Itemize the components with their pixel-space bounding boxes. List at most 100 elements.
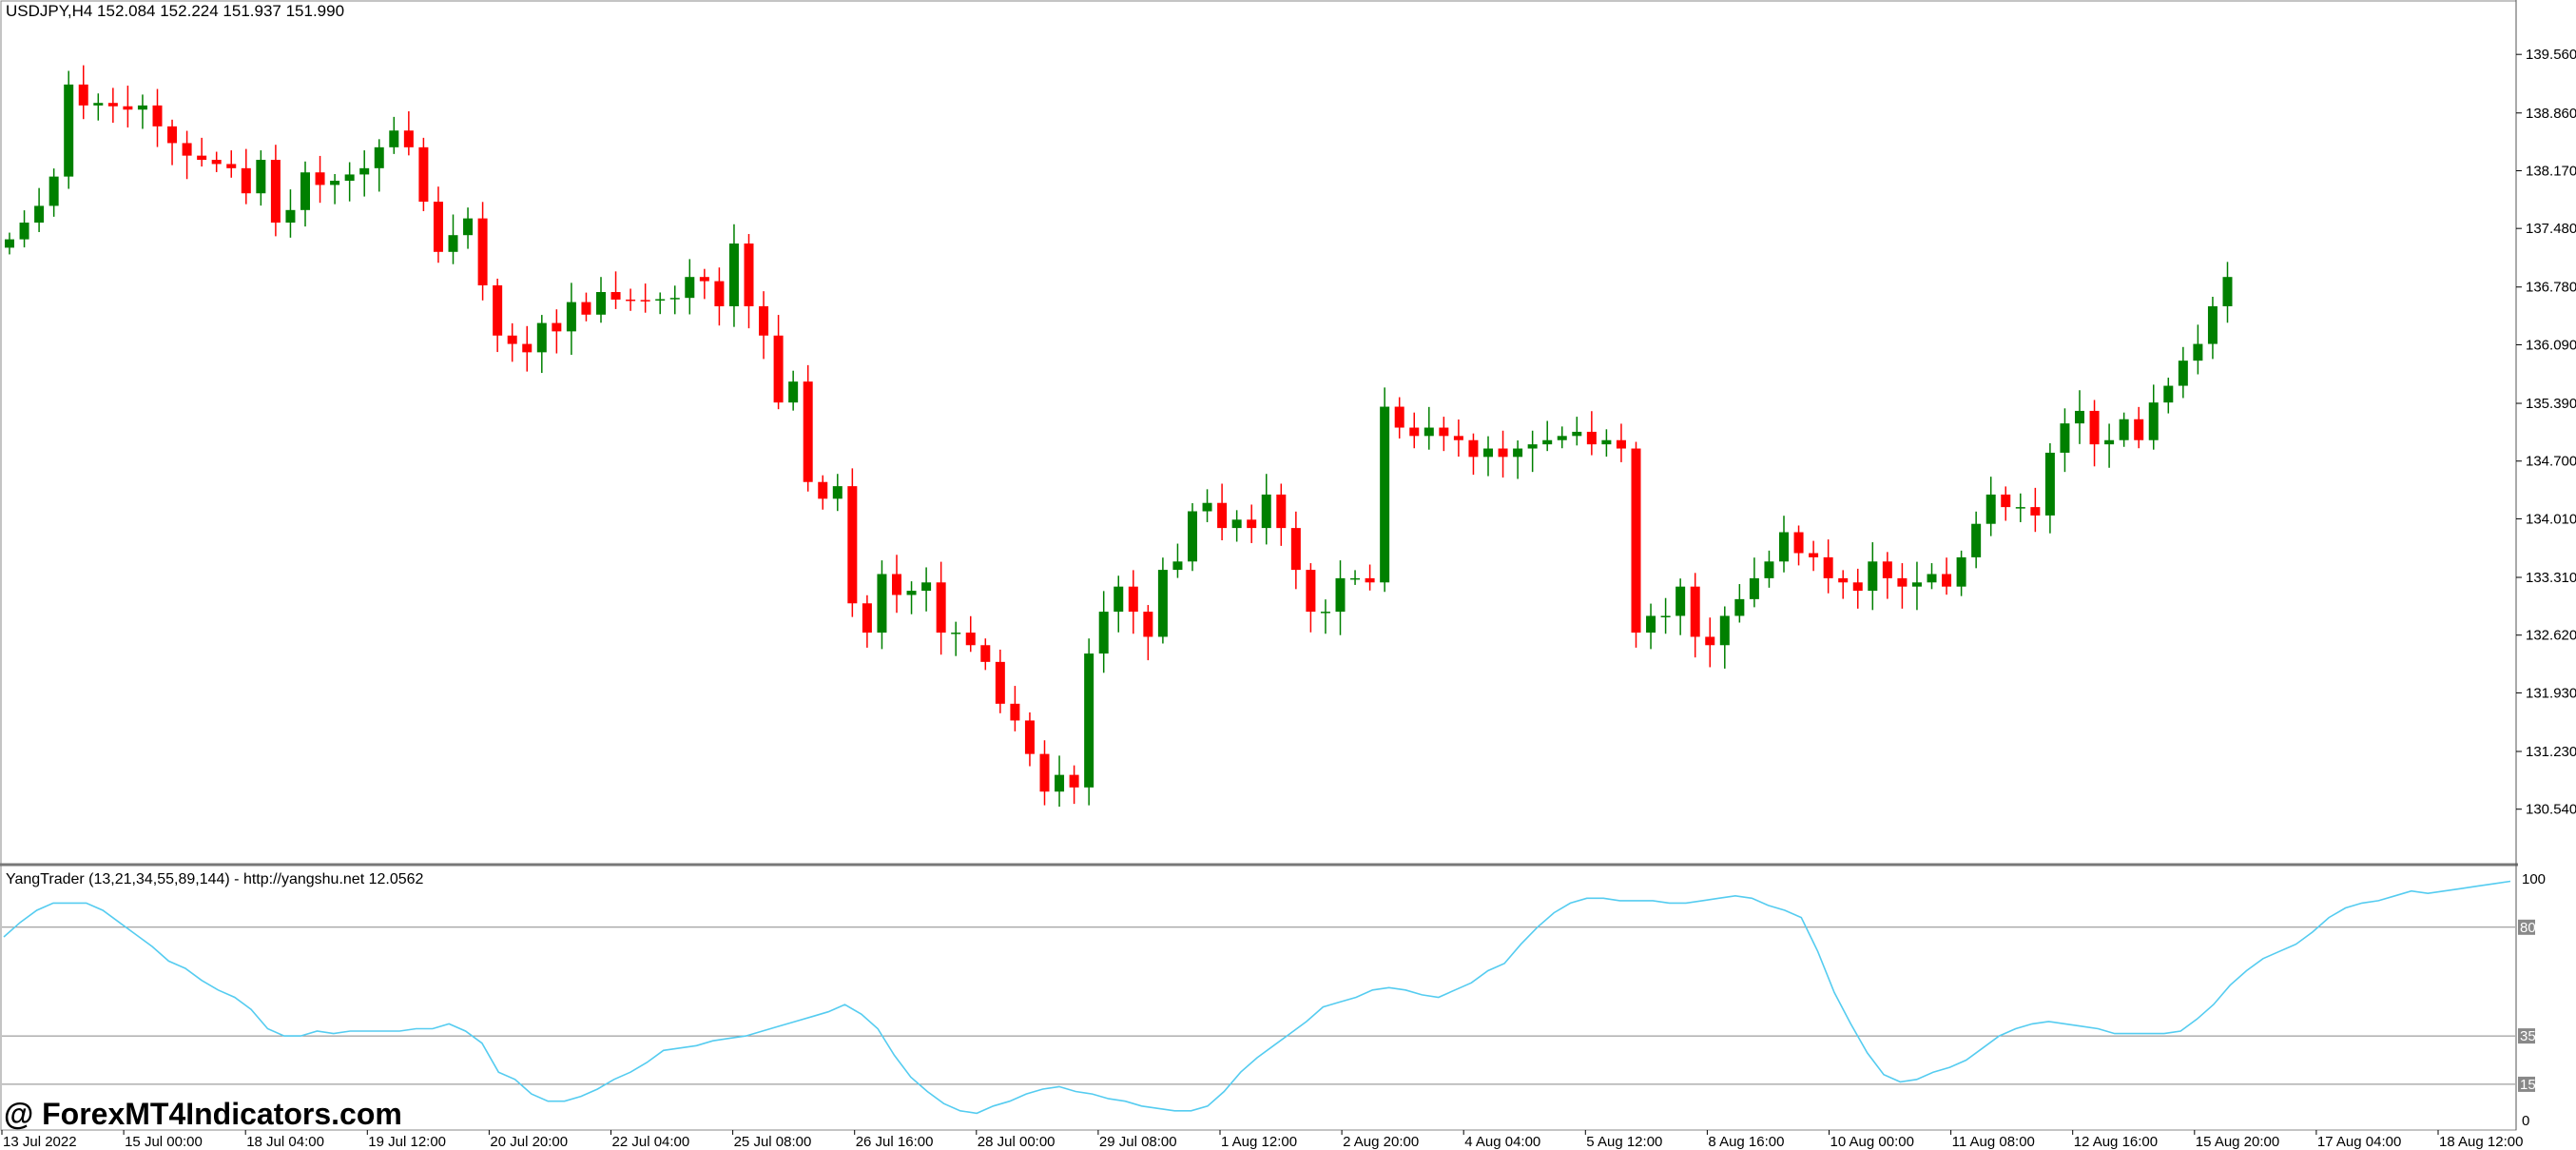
price-tick-label: 132.620 bbox=[2526, 628, 2576, 644]
time-tick-label: 1 Aug 12:00 bbox=[1221, 1134, 1297, 1150]
time-tick-label: 22 Jul 04:00 bbox=[612, 1134, 690, 1150]
bear-candle bbox=[744, 244, 754, 306]
bear-candle bbox=[699, 277, 709, 282]
bear-candle bbox=[1690, 586, 1700, 637]
time-tick-label: 8 Aug 16:00 bbox=[1708, 1134, 1784, 1150]
price-tick-label: 130.540 bbox=[2526, 802, 2576, 818]
bear-candle bbox=[610, 292, 621, 300]
bear-candle bbox=[315, 172, 325, 185]
bull-candle bbox=[1911, 582, 1922, 587]
time-tick-label: 19 Jul 12:00 bbox=[368, 1134, 446, 1150]
time-tick-label: 11 Aug 08:00 bbox=[1952, 1134, 2035, 1150]
bear-candle bbox=[1468, 439, 1479, 458]
bull-candle bbox=[1380, 406, 1390, 583]
bear-candle bbox=[152, 105, 163, 127]
bull-candle bbox=[2163, 385, 2174, 403]
bear-candle bbox=[1306, 570, 1316, 613]
bull-candle bbox=[2015, 507, 2025, 509]
bull-candle bbox=[1749, 577, 1759, 599]
time-tick-label: 20 Jul 20:00 bbox=[490, 1134, 568, 1150]
bear-candle bbox=[1409, 427, 1420, 437]
time-axis: 13 Jul 2022 15 Jul 00:00 18 Jul 04:00 19 Ju… bbox=[1, 1130, 2523, 1150]
bear-candle bbox=[714, 281, 725, 306]
watermark: @ ForexMT4Indicators.com bbox=[4, 1097, 402, 1131]
bear-candle bbox=[1498, 448, 1508, 458]
price-tick-label: 133.310 bbox=[2526, 570, 2576, 586]
bull-candle bbox=[1055, 774, 1065, 792]
bear-candle bbox=[123, 106, 133, 110]
bear-candle bbox=[552, 322, 562, 332]
bear-candle bbox=[522, 343, 533, 353]
bear-candle bbox=[1586, 431, 1597, 445]
symbol-info-label: USDJPY,H4 152.084 152.224 151.937 151.99… bbox=[6, 2, 344, 20]
bull-candle bbox=[877, 574, 887, 633]
yangtrader-line bbox=[3, 880, 2511, 1115]
bear-candle bbox=[1453, 436, 1463, 440]
bear-candle bbox=[1128, 586, 1138, 613]
bull-candle bbox=[1956, 556, 1966, 587]
indicator-tick-label: 15 bbox=[2520, 1077, 2536, 1093]
bear-candle bbox=[1290, 528, 1301, 571]
time-tick-label: 29 Jul 08:00 bbox=[1099, 1134, 1177, 1150]
bear-candle bbox=[892, 574, 901, 595]
bull-candle bbox=[48, 176, 59, 206]
price-tick-label: 138.860 bbox=[2526, 106, 2576, 122]
bear-candle bbox=[847, 486, 858, 604]
bear-candle bbox=[1394, 406, 1404, 428]
bull-candle bbox=[2060, 423, 2070, 453]
bear-candle bbox=[1631, 448, 1641, 633]
bear-candle bbox=[226, 164, 237, 168]
time-tick-label: 5 Aug 12:00 bbox=[1586, 1134, 1662, 1150]
time-tick-label: 12 Aug 16:00 bbox=[2074, 1134, 2158, 1150]
bear-candle bbox=[167, 126, 178, 144]
bull-candle bbox=[1424, 427, 1434, 437]
bear-candle bbox=[1823, 556, 1833, 578]
bull-candle bbox=[1572, 431, 1582, 437]
price-tick-label: 137.480 bbox=[2526, 221, 2576, 237]
indicator-layer bbox=[2, 880, 2515, 1115]
price-tick-label: 136.780 bbox=[2526, 280, 2576, 296]
bear-candle bbox=[211, 160, 222, 165]
time-tick-label: 10 Aug 00:00 bbox=[1830, 1134, 1914, 1150]
bear-candle bbox=[1616, 439, 1626, 449]
bear-candle bbox=[197, 155, 207, 161]
indicator-tick-label: 0 bbox=[2522, 1113, 2529, 1129]
bear-candle bbox=[1809, 553, 1819, 557]
bull-candle bbox=[1527, 444, 1538, 449]
bull-candle bbox=[1513, 448, 1523, 458]
bull-candle bbox=[256, 160, 266, 194]
bear-candle bbox=[818, 481, 828, 499]
bear-candle bbox=[1793, 532, 1804, 554]
bear-candle bbox=[270, 160, 281, 224]
bull-candle bbox=[1601, 439, 1612, 445]
bear-candle bbox=[1010, 703, 1020, 721]
price-tick-label: 131.930 bbox=[2526, 685, 2576, 701]
bear-candle bbox=[1247, 519, 1257, 529]
bull-candle bbox=[359, 167, 370, 175]
bull-candle bbox=[1971, 523, 1982, 557]
bull-candle bbox=[1157, 570, 1168, 637]
bull-candle bbox=[2148, 402, 2159, 440]
bull-candle bbox=[19, 223, 29, 240]
bear-candle bbox=[995, 661, 1005, 704]
time-tick-label: 4 Aug 04:00 bbox=[1464, 1134, 1540, 1150]
bear-candle bbox=[1838, 577, 1849, 583]
bear-candle bbox=[2089, 410, 2100, 445]
bear-candle bbox=[803, 381, 813, 482]
indicator-axis: 100 80 35 15 0 bbox=[2518, 871, 2546, 1129]
time-tick-label: 18 Jul 04:00 bbox=[246, 1134, 324, 1150]
time-tick-label: 28 Jul 00:00 bbox=[978, 1134, 1056, 1150]
price-tick-label: 134.010 bbox=[2526, 511, 2576, 527]
indicator-frame bbox=[0, 865, 2517, 1131]
bear-candle bbox=[403, 130, 414, 147]
bear-candle bbox=[182, 143, 192, 156]
bull-candle bbox=[2207, 305, 2218, 344]
bull-candle bbox=[728, 244, 739, 306]
bull-candle bbox=[2193, 343, 2203, 361]
bear-candle bbox=[1039, 753, 1050, 792]
time-tick-label: 15 Aug 20:00 bbox=[2196, 1134, 2279, 1150]
bull-candle bbox=[2044, 452, 2055, 516]
bull-candle bbox=[1350, 577, 1361, 580]
bull-candle bbox=[344, 174, 355, 182]
bull-candle bbox=[566, 302, 576, 332]
